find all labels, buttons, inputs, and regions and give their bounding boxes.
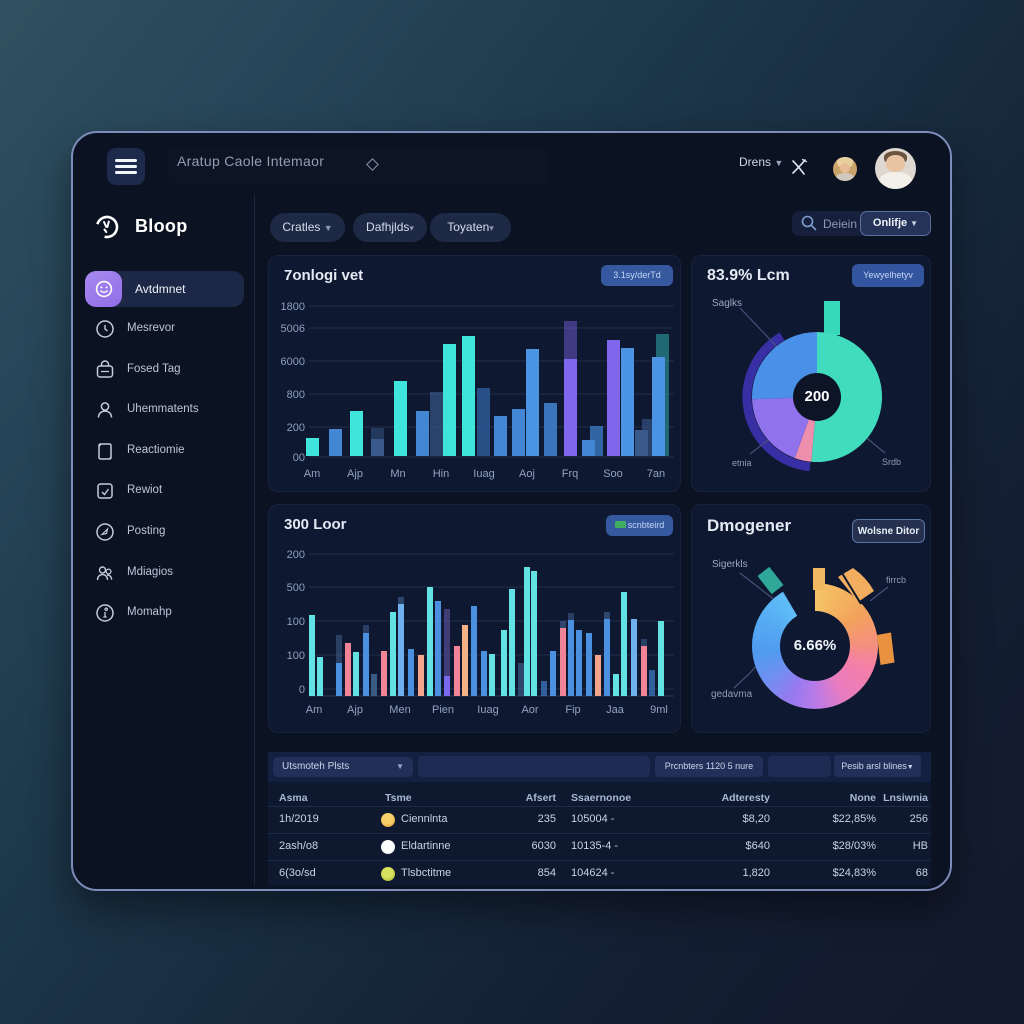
svg-text:Jaa: Jaa: [606, 704, 625, 716]
svg-text:9ml: 9ml: [650, 704, 668, 716]
svg-text:Am: Am: [304, 468, 321, 480]
svg-text:0: 0: [299, 684, 305, 696]
svg-text:00: 00: [293, 452, 305, 464]
svg-text:Soo: Soo: [603, 468, 623, 480]
svg-text:Pien: Pien: [432, 704, 454, 716]
svg-text:1800: 1800: [281, 301, 305, 313]
svg-text:100: 100: [287, 650, 305, 662]
svg-text:6000: 6000: [281, 356, 305, 368]
svg-text:Iuag: Iuag: [477, 704, 498, 716]
svg-text:Hin: Hin: [433, 468, 450, 480]
svg-text:Ajp: Ajp: [347, 704, 363, 716]
svg-text:100: 100: [287, 616, 305, 628]
svg-text:200: 200: [287, 422, 305, 434]
svg-text:Men: Men: [389, 704, 410, 716]
svg-text:Aoj: Aoj: [519, 468, 535, 480]
svg-text:200: 200: [287, 549, 305, 561]
svg-text:5006: 5006: [281, 323, 305, 335]
svg-text:Ajp: Ajp: [347, 468, 363, 480]
svg-text:Aor: Aor: [521, 704, 538, 716]
svg-text:800: 800: [287, 389, 305, 401]
svg-text:Frq: Frq: [562, 468, 579, 480]
svg-text:7an: 7an: [647, 468, 665, 480]
svg-text:500: 500: [287, 582, 305, 594]
svg-text:Iuag: Iuag: [473, 468, 494, 480]
svg-text:Fip: Fip: [565, 704, 580, 716]
svg-text:Mn: Mn: [390, 468, 405, 480]
svg-text:Am: Am: [306, 704, 323, 716]
